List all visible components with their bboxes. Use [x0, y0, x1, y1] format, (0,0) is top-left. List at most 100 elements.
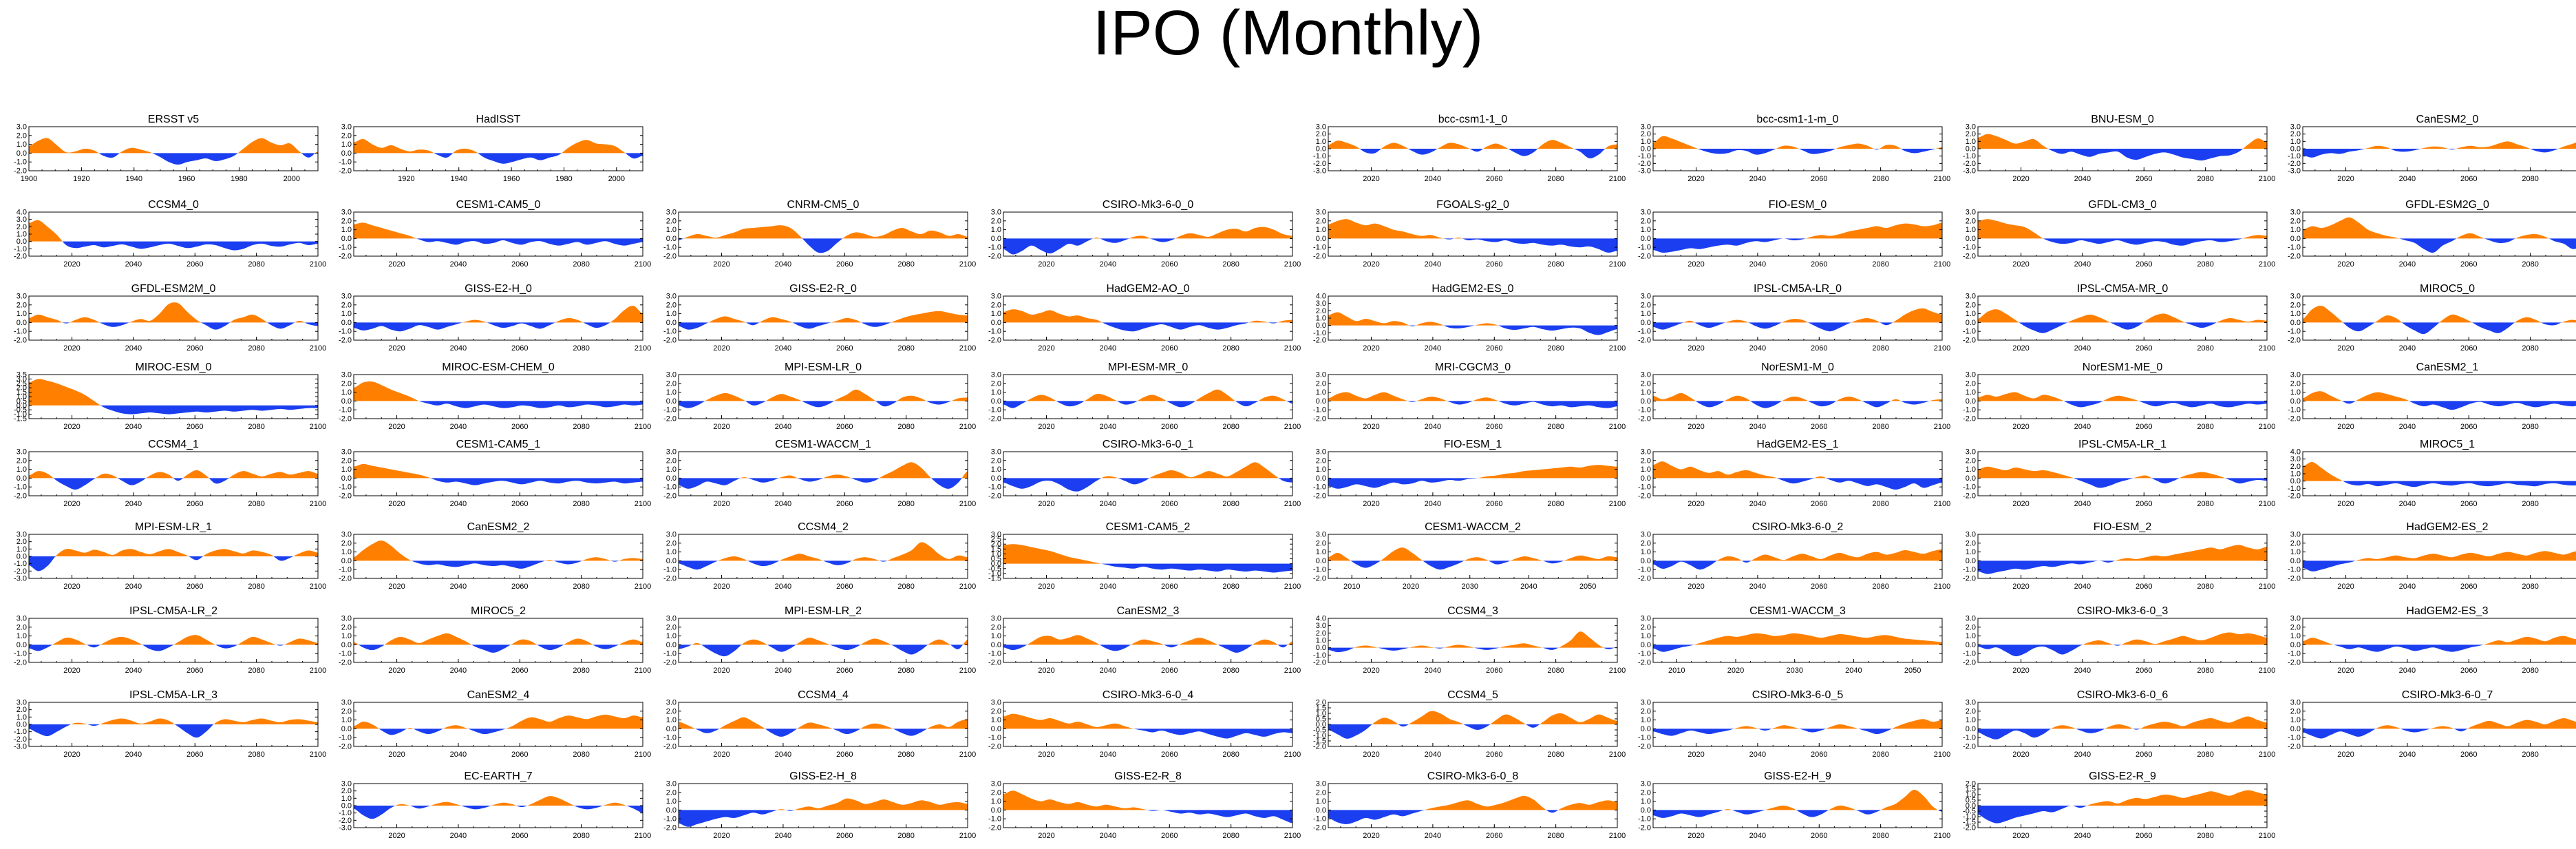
- chart-panel-ccsm4-5: CCSM4_5 2.0 1.5 1.0 0.5 0.0 -0.5 -1.0 -1.5 -2.0 20…: [1308, 684, 1626, 762]
- y-tick-label: 3.0: [17, 375, 27, 384]
- x-tick-label: 2060: [2460, 344, 2477, 353]
- y-tick-label: 2.0: [1316, 699, 1326, 707]
- y-tick-label: -2.0: [1963, 575, 1976, 583]
- x-tick-label: 2040: [2074, 583, 2091, 591]
- positive-area: [1653, 549, 1942, 561]
- y-tick-label: -2.0: [14, 492, 27, 501]
- x-tick-label: 2020: [1363, 667, 1379, 675]
- y-tick-label: 3.0: [1316, 123, 1326, 132]
- chart-title: bcc-csm1-1_0: [1438, 114, 1508, 125]
- x-tick-label: 2100: [2259, 500, 2275, 508]
- x-tick-label: 2020: [63, 423, 80, 431]
- y-tick-label: 0.0: [17, 401, 27, 410]
- x-tick-label: 2100: [310, 667, 326, 675]
- y-tick-label: 0.5: [1966, 797, 1976, 805]
- x-tick-label: 2060: [187, 423, 203, 431]
- y-tick-label: -2.0: [1638, 659, 1651, 667]
- y-tick-label: -1.0: [1313, 732, 1326, 740]
- plot-frame: [678, 783, 968, 828]
- x-tick-label: 2080: [2197, 175, 2213, 183]
- y-tick-label: -1.0: [663, 328, 677, 336]
- x-tick-label: 2100: [1609, 832, 1626, 840]
- chart-panel-fio-esm-0: FIO-ESM_0 3.0 2.0 1.0 0.0 -1.0 -2.0 2020 2040 206…: [1632, 194, 1950, 271]
- x-tick-label: 2020: [713, 423, 730, 431]
- chart-title: CSIRO-Mk3-6-0_1: [1103, 439, 1194, 450]
- y-tick-label: 4.0: [2290, 448, 2301, 457]
- y-tick-label: 2.0: [1966, 301, 1976, 309]
- negative-area: [1978, 322, 2267, 333]
- y-tick-label: 1.0: [1641, 465, 1651, 474]
- negative-area: [354, 322, 643, 332]
- x-tick-label: 2060: [836, 583, 853, 591]
- y-tick-label: -2.0: [1963, 160, 1976, 168]
- x-tick-label: 2020: [63, 583, 80, 591]
- x-tick-label: 2080: [573, 500, 589, 508]
- y-tick-label: 1.0: [1641, 797, 1651, 806]
- y-tick-label: 2.0: [17, 384, 27, 392]
- chart-panel-csiro-mk3-6-0-6: CSIRO-Mk3-6-0_6 3.0 2.0 1.0 0.0 -1.0 -2.0 2020 2…: [1957, 684, 2275, 762]
- y-tick-label: -2.0: [2288, 575, 2301, 583]
- y-tick-label: -2.0: [14, 567, 27, 576]
- negative-area: [1978, 729, 2267, 740]
- positive-area: [1978, 632, 2267, 645]
- y-tick-label: -1.0: [1313, 566, 1326, 574]
- x-tick-label: 2080: [1872, 751, 1888, 759]
- x-tick-label: 2060: [836, 260, 853, 269]
- chart-panel-hadgem2-es-0: HadGEM2-ES_0 4.0 3.0 2.0 1.0 0.0 -1.0 -2.0 2020 2…: [1308, 278, 1626, 355]
- y-tick-label: 0.0: [2290, 477, 2301, 485]
- x-tick-label: 2060: [1161, 500, 1178, 508]
- y-tick-label: -2.0: [339, 575, 352, 583]
- positive-area: [1978, 790, 2267, 806]
- x-tick-label: 2040: [125, 423, 142, 431]
- x-tick-label: 2080: [1547, 667, 1564, 675]
- y-tick-label: 2.0: [991, 217, 1001, 225]
- x-tick-label: 2060: [187, 667, 203, 675]
- chart-svg: CanESM2_3 3.02.01.00.0-1.0-2.0 2020 2040 206…: [988, 605, 1301, 675]
- chart-svg: GISS-E2-H_0 3.02.01.00.0-1.0-2.0 2020 2040 2…: [339, 283, 651, 353]
- x-tick-label: 2040: [1749, 260, 1766, 269]
- x-tick-label: 2060: [187, 500, 203, 508]
- y-tick-label: 0.0: [666, 725, 677, 733]
- y-tick-label: 3.0: [666, 293, 677, 301]
- chart-title: CNRM-CM5_0: [787, 199, 860, 211]
- positive-area: [1653, 392, 1942, 401]
- negative-area: [1003, 729, 1292, 739]
- x-tick-label: 2080: [1547, 832, 1564, 840]
- x-tick-label: 2040: [1100, 500, 1116, 508]
- chart-svg: MIROC-ESM-CHEM_0 3.02.01.00.0-1.0-2.0 2020…: [339, 361, 651, 431]
- x-tick-label: 2060: [187, 751, 203, 759]
- positive-area: [2303, 551, 2576, 561]
- plot-frame: [353, 374, 643, 419]
- x-tick-label: 2020: [388, 751, 405, 759]
- y-tick-label: 0.0: [666, 474, 677, 483]
- y-tick-label: 3.0: [2290, 209, 2301, 217]
- negative-area: [679, 478, 968, 489]
- x-tick-label: 2020: [2012, 500, 2029, 508]
- chart-title: HadGEM2-AO_0: [1107, 283, 1190, 295]
- x-tick-label: 2080: [1222, 667, 1239, 675]
- x-tick-label: 2040: [125, 667, 142, 675]
- y-tick-label: 3.0: [1641, 615, 1651, 623]
- y-tick-label: 1.0: [1316, 637, 1326, 645]
- y-tick-label: 1.0: [666, 388, 677, 397]
- x-tick-label: 2100: [2259, 423, 2275, 431]
- y-tick-label: 2.0: [1316, 629, 1326, 638]
- y-tick-label: 3.0: [1966, 123, 1976, 132]
- y-tick-label: -2.0: [2288, 659, 2301, 667]
- x-tick-label: 2040: [2074, 344, 2091, 353]
- chart-title: MRI-CGCM3_0: [1435, 361, 1511, 373]
- chart-title: CSIRO-Mk3-6-0_3: [2077, 605, 2169, 617]
- x-tick-label: 2020: [2012, 832, 2029, 840]
- x-tick-label: 2020: [2012, 751, 2029, 759]
- y-tick-label: -1.0: [1313, 152, 1326, 160]
- x-tick-label: 2080: [1222, 260, 1239, 269]
- y-tick-label: 1.5: [17, 388, 27, 397]
- y-tick-label: -1.0: [988, 406, 1001, 415]
- y-tick-label: 1.0: [2290, 716, 2301, 724]
- y-tick-label: -2.0: [663, 743, 677, 751]
- x-tick-label: 2040: [2074, 832, 2091, 840]
- y-tick-label: -1.0: [339, 809, 352, 817]
- y-tick-label: 2.0: [991, 379, 1001, 388]
- x-tick-label: 2080: [2522, 500, 2538, 508]
